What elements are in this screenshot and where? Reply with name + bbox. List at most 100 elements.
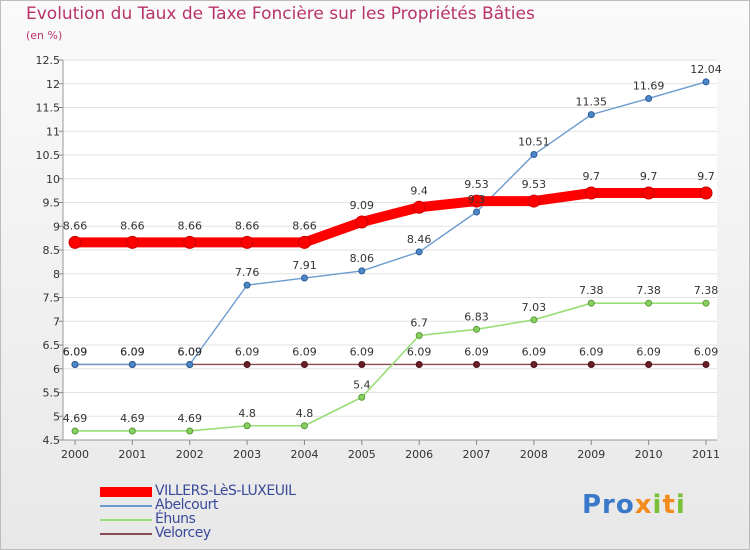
- y-tick-label: 5: [53, 410, 60, 423]
- x-tick-label: 2008: [520, 448, 548, 461]
- axes: 4.5 5 5.5 6 6.5 7 7.5 8 8.5 9 9.5 10 10.5 11 11.5 12 12.…: [36, 54, 721, 461]
- y-tick-label: 4.5: [43, 434, 61, 447]
- data-label: 6.09: [63, 345, 88, 358]
- data-point: [415, 248, 423, 256]
- data-point: [71, 360, 79, 368]
- data-label: 4.69: [120, 412, 145, 425]
- data-point: [645, 94, 653, 102]
- data-point: [642, 186, 656, 200]
- y-tick-label: 10.5: [36, 149, 61, 162]
- line-chart: 4.5 5 5.5 6 6.5 7 7.5 8 8.5 9 9.5 10 10.5 11 11.5 12 12.…: [36, 54, 722, 461]
- data-label: 6.83: [464, 310, 489, 323]
- data-point: [68, 235, 82, 249]
- data-point: [358, 267, 366, 275]
- legend-label: VILLERS-LèS-LUXEUIL: [155, 483, 296, 499]
- data-label: 10.51: [518, 136, 550, 149]
- data-point: [300, 274, 308, 282]
- data-point: [415, 360, 423, 368]
- y-tick-label: 8: [53, 268, 60, 281]
- data-label: 8.66: [177, 219, 202, 232]
- data-point: [243, 360, 251, 368]
- data-point: [358, 393, 366, 401]
- x-tick-label: 2010: [635, 448, 663, 461]
- data-label: 11.35: [576, 96, 608, 109]
- data-point: [527, 194, 541, 208]
- legend-swatch: [100, 505, 152, 507]
- y-tick-label: 9: [53, 220, 60, 233]
- data-point: [243, 422, 251, 430]
- x-tick-label: 2009: [577, 448, 605, 461]
- data-point: [186, 360, 194, 368]
- data-point: [587, 299, 595, 307]
- data-label: 4.69: [177, 412, 202, 425]
- data-point: [183, 235, 197, 249]
- data-label: 11.69: [633, 79, 665, 92]
- x-tick-label: 2000: [61, 448, 89, 461]
- data-label: 9.7: [697, 170, 715, 183]
- data-label: 9.53: [464, 178, 489, 191]
- data-point: [300, 422, 308, 430]
- data-label: 8.66: [120, 219, 145, 232]
- y-tick-label: 9.5: [43, 197, 61, 210]
- data-label: 7.03: [522, 301, 547, 314]
- x-tick-label: 2004: [290, 448, 318, 461]
- y-tick-label: 12.5: [36, 54, 61, 67]
- data-point: [473, 360, 481, 368]
- data-point: [71, 427, 79, 435]
- data-label: 6.09: [235, 345, 260, 358]
- data-label: 8.66: [292, 219, 317, 232]
- data-label: 6.09: [636, 345, 661, 358]
- data-label: 4.8: [296, 407, 314, 420]
- data-point: [243, 281, 251, 289]
- data-point: [699, 186, 713, 200]
- x-tick-label: 2005: [348, 448, 376, 461]
- y-tick-label: 6.5: [43, 339, 61, 352]
- data-point: [530, 151, 538, 159]
- data-label: 8.46: [407, 233, 432, 246]
- data-point: [645, 360, 653, 368]
- data-label: 7.76: [235, 266, 260, 279]
- data-label: 8.06: [350, 252, 375, 265]
- data-point: [587, 111, 595, 119]
- data-point: [702, 78, 710, 86]
- data-point: [587, 360, 595, 368]
- data-point: [125, 235, 139, 249]
- data-point: [645, 299, 653, 307]
- data-label: 6.09: [177, 345, 202, 358]
- data-point: [530, 360, 538, 368]
- data-label: 9.7: [640, 170, 658, 183]
- data-label: 6.09: [120, 345, 145, 358]
- data-label: 9.09: [350, 199, 375, 212]
- data-point: [412, 200, 426, 214]
- data-label: 12.04: [690, 63, 722, 76]
- data-label: 6.7: [410, 317, 428, 330]
- x-tick-label: 2002: [176, 448, 204, 461]
- data-point: [128, 360, 136, 368]
- legend-label: Abelcourt: [155, 497, 218, 513]
- data-label: 8.66: [235, 219, 260, 232]
- data-point: [473, 208, 481, 216]
- data-point: [240, 235, 254, 249]
- data-label: 7.38: [636, 284, 661, 297]
- data-label: 6.09: [694, 345, 719, 358]
- data-point: [702, 299, 710, 307]
- data-label: 6.09: [522, 345, 547, 358]
- data-point: [470, 194, 484, 208]
- series-layer: [68, 78, 713, 435]
- y-tick-label: 11: [46, 125, 60, 138]
- legend-swatch: [100, 487, 152, 497]
- data-point: [415, 332, 423, 339]
- y-tick-label: 10: [46, 173, 60, 186]
- data-label: 6.09: [292, 345, 317, 358]
- data-label: 6.09: [120, 345, 145, 358]
- y-tick-label: 7.5: [43, 292, 61, 305]
- legend-swatch: [100, 519, 152, 521]
- data-label: 4.8: [238, 407, 256, 420]
- legend-label: Velorcey: [155, 525, 211, 541]
- y-tick-label: 7: [53, 315, 60, 328]
- data-label: 6.09: [579, 345, 604, 358]
- chart-title: Evolution du Taux de Taxe Foncière sur l…: [26, 4, 535, 24]
- x-tick-label: 2007: [463, 448, 491, 461]
- data-point: [530, 316, 538, 324]
- data-label: 6.09: [63, 345, 88, 358]
